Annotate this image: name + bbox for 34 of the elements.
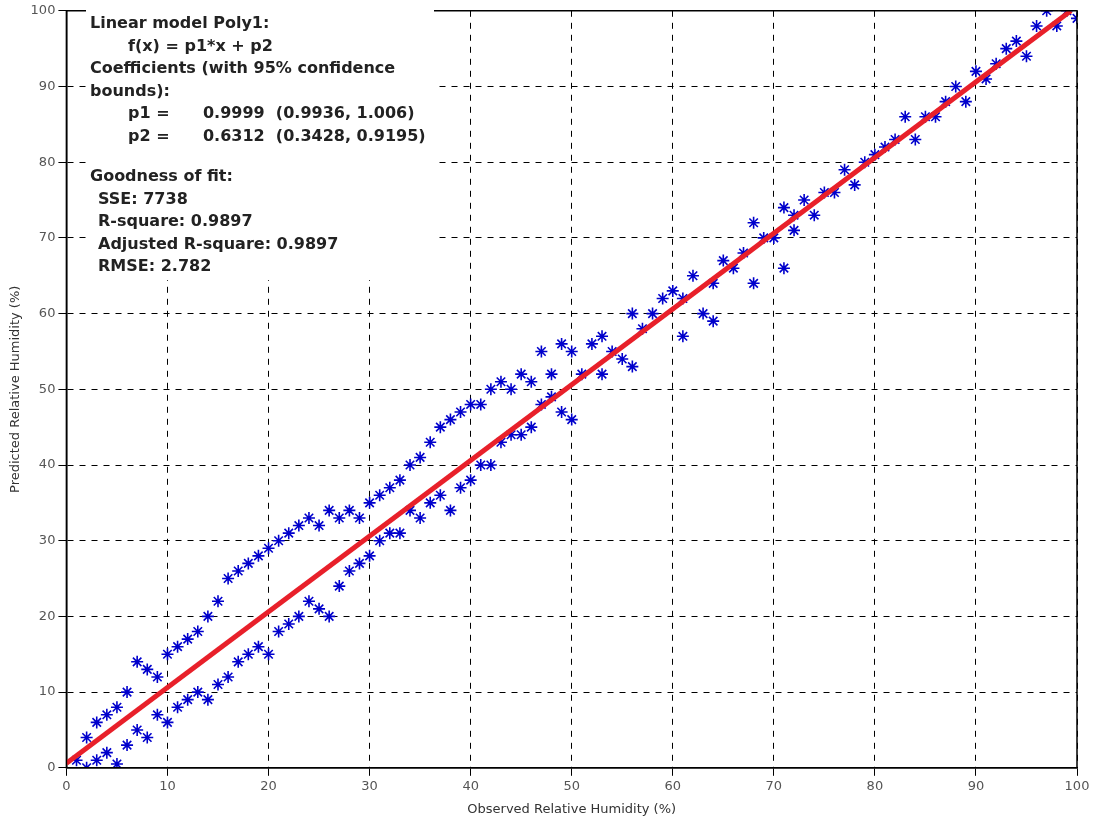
annotation: RMSE: 2.782 [97,255,213,277]
annotation: Adjusted R-square: 0.9897 [97,232,340,255]
y-tick-label: 10 [38,683,56,699]
x-tick-label: 80 [866,777,884,793]
y-tick-label: 100 [30,2,56,18]
x-tick-label: 90 [967,777,985,793]
x-tick-label: 0 [62,777,71,793]
y-tick-label: 0 [47,759,56,775]
x-tick-label: 20 [260,777,277,793]
annotation: Coefficients (with 95% confidence bounds): [90,57,397,102]
y-tick-label: 70 [38,229,56,245]
y-tick-label: 30 [38,532,56,548]
x-tick-label: 50 [563,777,580,793]
x-tick-label: 30 [361,777,378,793]
annotation: SSE: 7738 [97,187,189,210]
x-tick-label: 60 [664,777,682,793]
annotation: Linear model Poly1: [90,12,271,34]
annotation: p1 = 0.9999 (0.9936, 1.006) [127,102,416,124]
y-tick-label: 80 [38,153,56,169]
x-axis-title: Observed Relative Humidity (%) [467,800,677,816]
y-tick-label: 20 [38,607,56,623]
y-tick-label: 90 [38,77,56,93]
annotation: Goodness of fit: [90,165,234,187]
y-tick-label: 50 [38,380,56,396]
x-tick-label: 70 [765,777,783,793]
y-tick-label: 40 [38,456,56,472]
y-axis-title: Predicted Relative Humidity (%) [7,285,23,493]
x-tick-label: 100 [1064,777,1090,793]
annotation: p2 = 0.6312 (0.3428, 0.9195) [127,124,427,147]
x-tick-label: 40 [462,777,479,793]
annotation: f(x) = p1*x + p2 [127,34,274,57]
annotation: R-square: 0.9897 [97,210,254,232]
y-tick-label: 60 [38,304,56,320]
x-tick-label: 10 [159,777,176,793]
